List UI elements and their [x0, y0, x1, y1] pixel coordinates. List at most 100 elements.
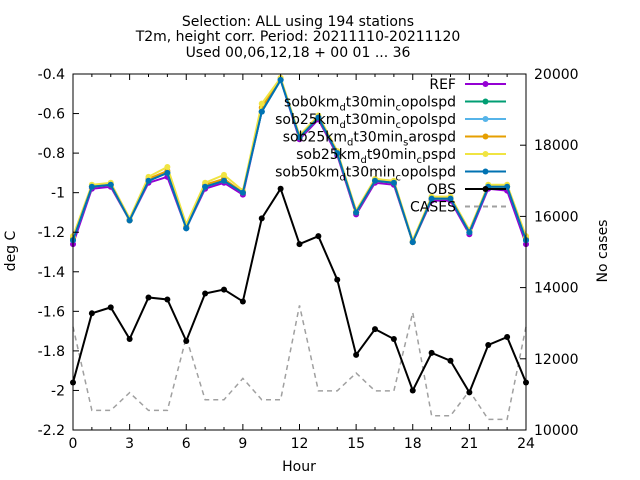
- data-point: [466, 229, 473, 236]
- y2-tick-label: 12000: [534, 352, 579, 368]
- cases-series-layer: [72, 305, 527, 421]
- data-point: [145, 177, 152, 184]
- legend-label-main: sob25km: [275, 112, 339, 128]
- y2-tick-label: 20000: [534, 67, 579, 83]
- legend-label: sob0kmdt30mincopolspd: [284, 95, 456, 114]
- legend-label: sob25kmdt30mincopolspd: [275, 112, 456, 131]
- legend-swatch-marker: [482, 151, 489, 157]
- data-point: [485, 341, 492, 348]
- data-point: [390, 336, 397, 343]
- y-axis-label: deg C: [3, 230, 19, 271]
- legend: REFsob0kmdt30mincopolspdsob25kmdt30minco…: [275, 77, 506, 216]
- data-point: [239, 298, 246, 305]
- y2-tick-label: 14000: [534, 281, 579, 297]
- y-tick-label: -1.4: [38, 265, 65, 281]
- legend-label-part: t30min: [346, 165, 396, 181]
- y2-tick-label: 16000: [534, 209, 579, 225]
- x-tick-label: 21: [460, 436, 478, 452]
- legend-entry: sob25kmdt90mincpspd: [296, 147, 506, 166]
- legend-label-main: REF: [429, 77, 456, 93]
- legend-label-main: OBS: [427, 182, 456, 198]
- data-point: [447, 357, 454, 364]
- data-point: [353, 209, 360, 216]
- data-point: [126, 217, 133, 224]
- x-tick-label: 15: [347, 436, 365, 452]
- data-point: [390, 179, 397, 186]
- y-tick-label: -0.8: [38, 146, 65, 162]
- legend-label-part: arospd: [408, 130, 456, 146]
- y-tick-label: -0.6: [38, 107, 65, 123]
- axes-layer: 0 3 6 9 12 15 18 21 24 -0.4 -0.6 -0.8 -1 -1.2 -1.4 -1.6…: [38, 67, 579, 452]
- data-point: [372, 177, 378, 184]
- data-point: [239, 189, 246, 196]
- series-line: [72, 186, 527, 395]
- y-tick-label: -2: [51, 383, 65, 399]
- legend-entry: sob0kmdt30mincopolspd: [284, 95, 506, 114]
- data-point: [504, 334, 511, 341]
- y2-axis-label: No cases: [595, 220, 611, 283]
- data-point: [409, 239, 416, 246]
- legend-label-subscript: d: [339, 120, 345, 131]
- legend-label-main: sob25km: [296, 147, 360, 163]
- data-point: [277, 185, 284, 192]
- legend-label-main: CASES: [410, 200, 456, 216]
- data-point: [296, 134, 303, 141]
- legend-entry: CASES: [410, 200, 506, 216]
- data-point: [258, 100, 265, 107]
- data-point: [409, 387, 416, 394]
- data-point: [296, 241, 303, 248]
- data-point: [315, 233, 322, 240]
- data-point: [202, 183, 209, 190]
- data-point: [88, 310, 95, 317]
- legend-label-subscript: c: [396, 173, 402, 184]
- data-point: [277, 76, 284, 83]
- data-point: [428, 349, 435, 356]
- title-line-1: Selection: ALL using 194 stations: [182, 14, 414, 30]
- legend-label-part: opolspd: [401, 165, 456, 181]
- data-point: [221, 171, 227, 178]
- x-tick-label: 9: [238, 436, 247, 452]
- data-point: [145, 294, 152, 301]
- legend-label-main: sob25km: [283, 130, 347, 146]
- legend-swatch-marker: [482, 168, 489, 175]
- legend-label-subscript: c: [417, 155, 423, 166]
- series-layer: [70, 74, 529, 396]
- data-point: [315, 114, 322, 121]
- title-line-2: T2m, height corr. Period: 20211110-20211…: [135, 29, 461, 45]
- data-point: [428, 195, 435, 202]
- legend-label-subscript: d: [339, 103, 345, 114]
- data-point: [202, 290, 209, 297]
- data-point: [258, 108, 265, 115]
- legend-label-subscript: s: [403, 138, 408, 149]
- y-tick-label: -0.4: [38, 67, 65, 83]
- y2-tick-label: 10000: [534, 423, 579, 439]
- legend-entry: sob50kmdt30mincopolspd: [275, 165, 506, 184]
- data-point: [88, 183, 95, 190]
- legend-label-subscript: d: [339, 173, 345, 184]
- legend-label-part: t90min: [367, 147, 417, 163]
- data-point: [183, 338, 190, 344]
- legend-swatch-marker: [482, 116, 489, 122]
- legend-entry: OBS: [427, 182, 506, 198]
- x-tick-label: 24: [517, 436, 535, 452]
- y-tick-label: -1: [51, 186, 65, 202]
- legend-label: OBS: [427, 182, 456, 198]
- data-point: [164, 163, 171, 170]
- data-point: [107, 181, 114, 188]
- series-line: [72, 305, 527, 421]
- x-tick-label: 12: [291, 436, 309, 452]
- data-point: [258, 215, 265, 222]
- legend-label-part: opolspd: [401, 95, 456, 111]
- data-point: [164, 169, 171, 176]
- y-tick-label: -1.2: [38, 225, 65, 241]
- x-tick-label: 6: [182, 436, 191, 452]
- title-line-3: Used 00,06,12,18 + 00 01 ... 36: [186, 45, 411, 61]
- legend-label-part: t30min: [346, 112, 396, 128]
- series-cases: [72, 305, 527, 421]
- x-tick-label: 3: [125, 436, 134, 452]
- series-sob50km-dt30min-copolspd: [70, 76, 529, 246]
- legend-label-main: sob50km: [275, 165, 339, 181]
- legend-label: CASES: [410, 200, 456, 216]
- legend-label: REF: [429, 77, 456, 93]
